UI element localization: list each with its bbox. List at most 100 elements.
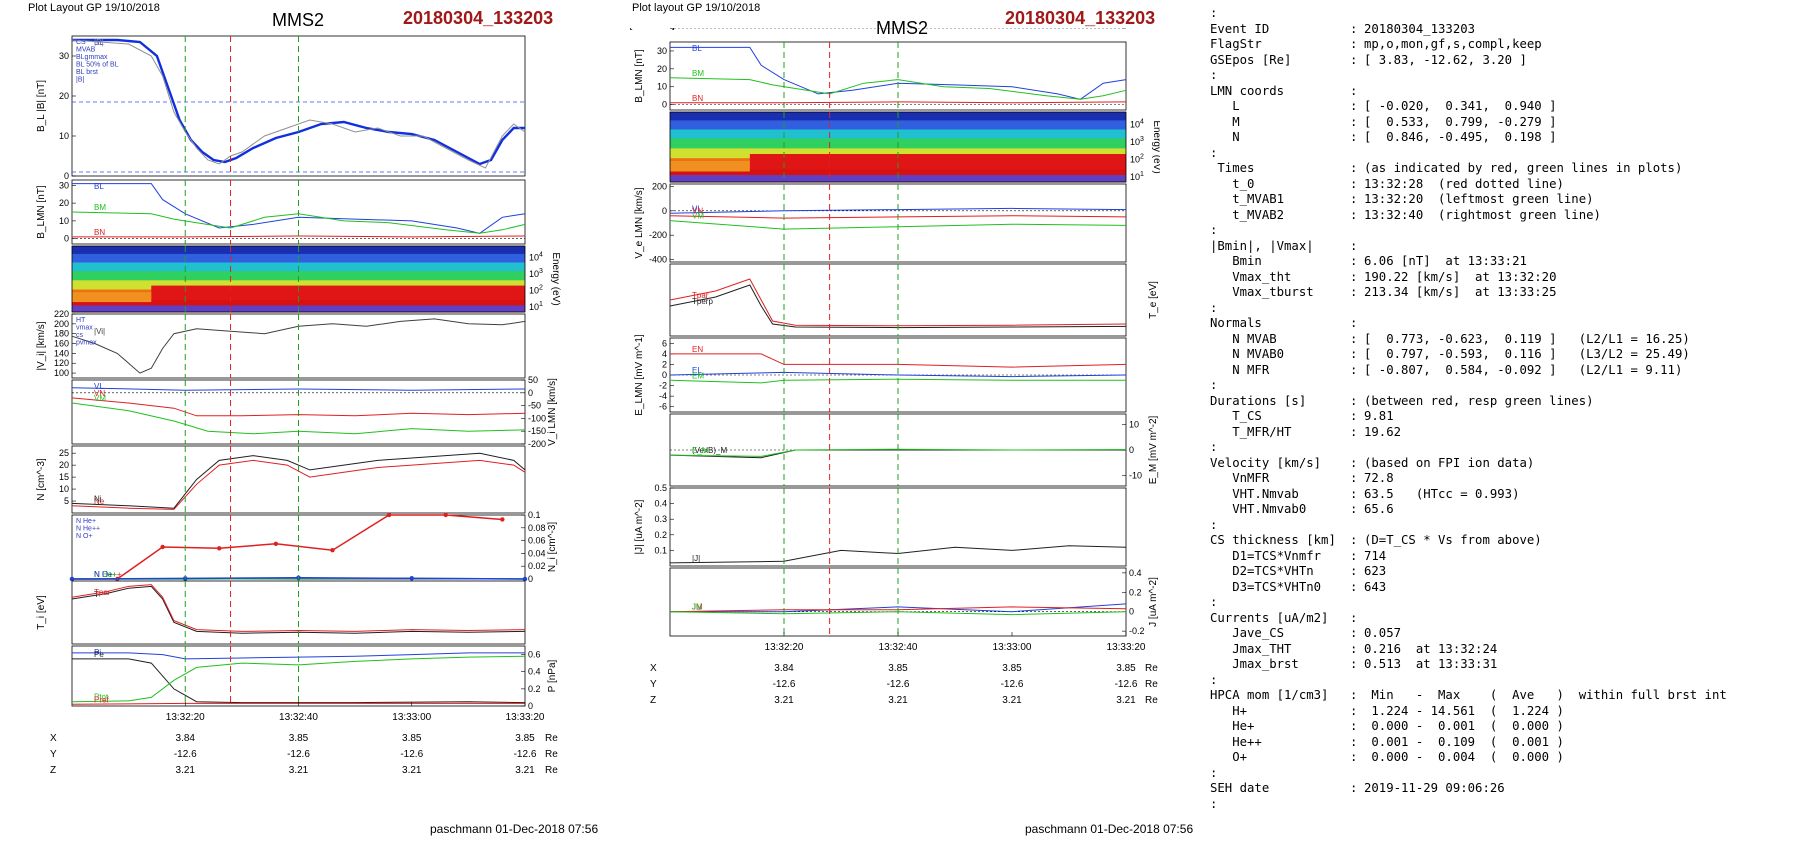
heatmap-core-pre (670, 161, 750, 172)
summary-line: Velocity [km/s]: (based on FPI ion data) (1210, 456, 1800, 472)
series-label: |J| (692, 554, 700, 563)
summary-colon: : (1350, 564, 1358, 578)
y-tick-label: 101 (1130, 171, 1144, 182)
y-tick-label: 20 (59, 198, 69, 208)
series-label: EN (692, 345, 703, 354)
summary-colon: : (1350, 610, 1358, 625)
summary-key: Velocity [km/s] (1210, 455, 1322, 470)
summary-line: : (1210, 440, 1218, 454)
summary-line: He+: 0.000 - 0.001 ( 0.000 ) (1210, 719, 1800, 735)
position-value: 3.21 (402, 765, 422, 776)
y-tick-label: 104 (1130, 118, 1144, 129)
data-point (409, 576, 414, 581)
y-tick-label: 30 (59, 51, 69, 61)
summary-colon: : (1350, 703, 1358, 718)
data-point (522, 576, 528, 582)
summary-value: 6.06 [nT] at 13:33:21 (1364, 254, 1527, 268)
series-label: BL (94, 38, 104, 47)
summary-key: N MFR (1210, 362, 1270, 377)
summary-key: O+ (1210, 750, 1248, 764)
position-value: 3.21 (888, 695, 908, 706)
series-line (71, 655, 526, 703)
y-tick-label: -200 (528, 439, 546, 449)
summary-line: GSEpos [Re]: [ 3.83, -12.62, 3.20 ] (1210, 53, 1800, 69)
summary-value: 13:32:28 (red dotted line) (1364, 176, 1564, 191)
summary-key: CS thickness [km] (1210, 533, 1336, 547)
y-tick-label: 0.2 (654, 530, 667, 540)
summary-line: LMN coords: (1210, 84, 1800, 100)
y-tick-label: 30 (59, 180, 69, 190)
y-tick-label: 100 (54, 368, 69, 378)
summary-value: 0.216 at 13:32:24 (1364, 641, 1498, 656)
y-tick-label: 140 (54, 348, 69, 358)
series-line (72, 652, 525, 660)
summary-value: (D=T_CS * Vs from above) (1364, 533, 1542, 547)
summary-line: Jave_CS:0.057 (1210, 626, 1800, 642)
data-point (160, 544, 165, 550)
summary-value: 714 (1364, 548, 1387, 563)
position-value: 3.85 (402, 733, 422, 744)
y-tick-label: 104 (529, 252, 543, 263)
summary-key: VHT.Nmvab (1210, 486, 1299, 501)
summary-colon: : (1350, 486, 1358, 501)
summary-line: t_MVAB1:13:32:20 (leftmost green line) (1210, 192, 1800, 208)
y-axis-label: J [uA m^-2] (1148, 577, 1159, 627)
y-tick-label: 102 (1130, 153, 1144, 164)
position-value: 3.85 (289, 733, 309, 744)
series-label: N He++ (94, 570, 122, 579)
x-tick-label: 13:32:40 (279, 712, 318, 723)
summary-line: : (1210, 300, 1218, 315)
summary-line: CS thickness [km]: (D=T_CS * Vs from abov… (1210, 533, 1800, 549)
summary-key: He++ (1210, 734, 1262, 749)
position-value: 3.84 (774, 663, 794, 674)
y-axis-label: N [cm^-3] (36, 458, 47, 501)
series-line (669, 278, 1127, 327)
series-line (670, 101, 1127, 104)
heatmap-core-pre (72, 292, 152, 303)
position-row-label: Y (50, 749, 57, 760)
summary-value: [ -0.020, 0.341, 0.940 ] (1364, 99, 1557, 113)
y-tick-label: -200 (649, 230, 667, 240)
x-tick-label: 13:32:20 (166, 712, 205, 723)
summary-colon: : (1350, 238, 1358, 253)
y-tick-label: 0 (64, 171, 69, 181)
summary-value: mp,o,mon,gf,s,compl,keep (1364, 37, 1542, 51)
series-label: Ni (94, 494, 102, 503)
right-event-title: 20180304_133203 (1005, 8, 1156, 28)
y-tick-label: 0.04 (528, 548, 546, 558)
summary-line: O+: 0.000 - 0.004 ( 0.000 ) (1210, 750, 1800, 766)
summary-colon: : (1350, 347, 1358, 361)
panel-HPCA: 00.020.040.060.080.1N_i [cm^-3]N He++N H… (69, 510, 558, 584)
y-tick-label: 0.5 (654, 483, 667, 493)
summary-line: : (1210, 595, 1218, 609)
y-tick-label: 0.6 (528, 650, 541, 660)
summary-value: 9.81 (1364, 409, 1394, 423)
summary-colon: : (1350, 734, 1358, 749)
summary-value: 213.34 [km/s] at 13:33:25 (1364, 285, 1557, 299)
y-tick-label: 0.1 (654, 545, 667, 555)
series-label: VM (692, 212, 704, 221)
series-label: BL (692, 44, 702, 53)
y-tick-label: 200 (54, 319, 69, 329)
series-label: JM (692, 603, 703, 612)
summary-key: t_MVAB1 (1210, 192, 1285, 206)
y-tick-exponent: 4 (539, 252, 543, 259)
position-value: -12.6 (773, 679, 796, 690)
series-line (71, 459, 526, 510)
y-tick-label: 101 (529, 301, 543, 312)
y-axis-label: B_LMN [nT] (634, 49, 645, 103)
y-axis-label: E_M [mV m^-2] (1148, 415, 1159, 484)
summary-line: : (1210, 672, 1218, 687)
y-tick-label: 0 (662, 206, 667, 216)
summary-colon: : (1350, 424, 1358, 439)
summary-value: 0.057 (1364, 626, 1402, 640)
y-axis-label: V_e LMN [km/s] (634, 187, 645, 258)
summary-key: N MVAB (1210, 331, 1277, 346)
summary-line: : (1210, 378, 1218, 392)
summary-colon: : (1350, 269, 1358, 284)
